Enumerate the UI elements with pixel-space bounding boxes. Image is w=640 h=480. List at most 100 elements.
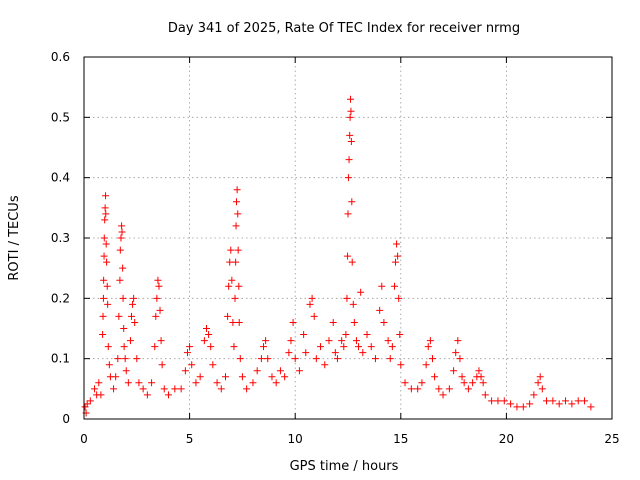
data-point (164, 391, 172, 399)
data-point (224, 312, 232, 320)
data-point (228, 276, 236, 284)
data-point (186, 343, 194, 351)
data-point (102, 192, 110, 200)
data-point (534, 379, 542, 387)
chart-title: Day 341 of 2025, Rate Of TEC Index for r… (168, 21, 520, 36)
data-point (135, 379, 143, 387)
y-tick-label: 0.4 (51, 171, 70, 185)
data-point (308, 294, 316, 302)
data-point (105, 361, 113, 369)
data-point (99, 294, 107, 302)
data-point (333, 355, 341, 363)
data-point (99, 312, 107, 320)
data-point (131, 318, 139, 326)
data-point (338, 337, 346, 345)
data-point (230, 343, 238, 351)
data-point (116, 276, 124, 284)
data-point (344, 252, 352, 260)
data-point (350, 318, 358, 326)
data-point (120, 343, 128, 351)
data-point (231, 294, 239, 302)
data-point (347, 107, 355, 115)
data-point (120, 325, 128, 332)
data-point (500, 397, 508, 405)
x-axis-title: GPS time / hours (290, 459, 399, 474)
data-point (454, 337, 462, 345)
y-tick-label: 0.6 (51, 50, 70, 64)
data-point (154, 276, 162, 284)
data-point (152, 312, 160, 320)
y-tick-label: 0.3 (51, 231, 70, 245)
axis-ticks: 0 5 10 15 20 25 0 0.1 0.2 0.3 0.4 0.5 0.6 (51, 50, 620, 446)
data-point (110, 385, 118, 393)
data-point (133, 355, 141, 363)
data-point (188, 361, 196, 369)
data-point (388, 343, 396, 351)
data-point (234, 246, 242, 254)
data-point (99, 331, 107, 339)
data-point (363, 331, 371, 339)
data-point (568, 400, 576, 408)
data-point (235, 318, 243, 326)
data-point (227, 246, 235, 254)
data-point (513, 403, 521, 411)
data-point (555, 400, 563, 408)
data-point (344, 210, 352, 218)
data-point (325, 337, 333, 345)
data-point (232, 198, 240, 206)
data-point (407, 385, 415, 393)
data-point (386, 355, 394, 363)
data-point (100, 234, 108, 242)
data-point (428, 355, 436, 363)
data-point (264, 355, 272, 363)
data-point (422, 361, 430, 369)
data-point (128, 312, 136, 320)
data-point (225, 282, 233, 290)
data-point (262, 337, 270, 345)
data-point (346, 131, 354, 139)
data-point (157, 337, 165, 345)
data-point (209, 361, 217, 369)
data-point (481, 391, 489, 399)
data-point (458, 373, 466, 381)
data-point (507, 400, 515, 408)
x-tick-label: 25 (604, 432, 619, 446)
data-point (268, 373, 276, 381)
data-point (115, 312, 123, 320)
data-point (234, 210, 242, 218)
data-point (526, 400, 534, 408)
data-point (392, 258, 400, 266)
data-point (317, 343, 325, 351)
data-point (232, 222, 240, 230)
data-point (302, 349, 310, 357)
data-point (155, 282, 163, 290)
data-point (102, 210, 110, 218)
data-point (91, 385, 99, 393)
data-point (479, 379, 487, 387)
data-point (329, 318, 337, 326)
data-point (276, 367, 284, 375)
data-point (217, 385, 225, 393)
data-point (345, 156, 353, 164)
data-point (397, 361, 405, 369)
data-point (289, 318, 297, 326)
data-point (101, 204, 109, 212)
data-point (177, 385, 185, 393)
data-point (488, 397, 496, 405)
x-tick-label: 20 (499, 432, 514, 446)
data-point (181, 367, 189, 375)
data-point (321, 361, 329, 369)
data-point (196, 373, 204, 381)
data-point (475, 367, 483, 375)
data-point (104, 300, 112, 308)
data-point (121, 355, 129, 363)
data-point (226, 258, 234, 266)
data-point (348, 198, 356, 206)
data-point (116, 246, 124, 254)
data-point (310, 312, 318, 320)
data-point (249, 379, 257, 387)
data-point (543, 397, 551, 405)
data-point (355, 343, 363, 351)
data-point (452, 349, 460, 357)
data-point (347, 95, 355, 103)
